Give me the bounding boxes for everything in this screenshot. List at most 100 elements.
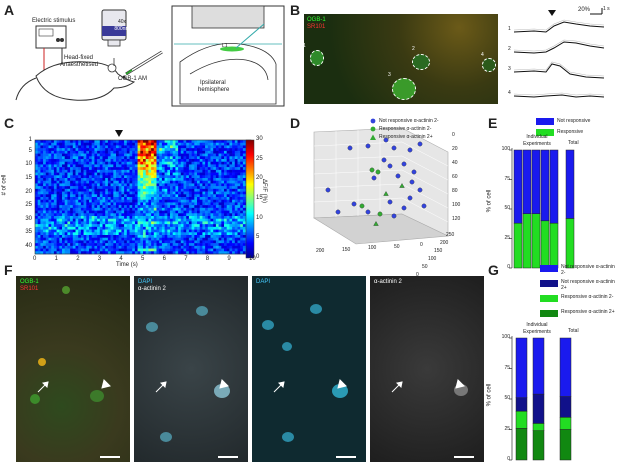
heatmap-cell <box>240 159 244 163</box>
heatmap-cell <box>156 183 160 187</box>
heatmap-cell <box>99 248 103 252</box>
heatmap-cell <box>156 221 160 225</box>
heatmap-cell <box>124 188 128 192</box>
heatmap-cell <box>53 218 57 222</box>
heatmap-cell <box>121 232 125 236</box>
heatmap-cell <box>202 142 206 146</box>
heatmap-cell <box>191 140 195 144</box>
heatmap-cell <box>121 207 125 211</box>
heatmap-cell <box>240 142 244 146</box>
heatmap-cell <box>35 216 38 220</box>
heatmap-cell <box>221 240 225 244</box>
heatmap-cell <box>140 243 144 247</box>
heatmap-cell <box>78 175 82 179</box>
heatmap-cell <box>178 237 182 241</box>
heatmap-cell <box>137 153 141 157</box>
heatmap-cell <box>97 207 101 211</box>
heatmap-cell <box>161 202 165 206</box>
heatmap-cell <box>134 172 138 176</box>
heatmap-cell <box>40 194 44 198</box>
heatmap-cell <box>156 251 160 255</box>
heatmap-cell <box>213 226 217 230</box>
heatmap-cell <box>145 226 149 230</box>
heatmap-cell <box>137 207 141 211</box>
heatmap-cell <box>164 237 168 241</box>
heatmap-cell <box>226 237 230 241</box>
heatmap-cell <box>105 218 109 222</box>
heatmap-cell <box>186 205 190 209</box>
heatmap-cell <box>218 248 222 252</box>
heatmap-cell <box>188 172 192 176</box>
heatmap-cell <box>97 175 101 179</box>
heatmap-cell <box>59 188 63 192</box>
heatmap-cell <box>107 202 111 206</box>
heatmap-cell <box>118 194 122 198</box>
bar-segment <box>549 222 559 269</box>
heatmap-cell <box>40 169 44 173</box>
heatmap-cell <box>53 251 57 255</box>
heatmap-cell <box>129 243 133 247</box>
heatmap-cell <box>91 164 95 168</box>
panel-b-traces <box>513 8 605 98</box>
heatmap-cell <box>126 221 130 225</box>
heatmap-cell <box>86 218 90 222</box>
heatmap-cell <box>48 150 52 154</box>
heatmap-cell <box>97 243 101 247</box>
heatmap-cell <box>148 178 152 182</box>
heatmap-cell <box>191 224 195 228</box>
heatmap-cell <box>197 156 200 160</box>
heatmap-cell <box>75 197 79 201</box>
heatmap-cell <box>83 153 87 157</box>
heatmap-cell <box>213 180 217 184</box>
heatmap-cell <box>237 224 241 228</box>
bar-segment <box>515 337 528 399</box>
heatmap-cell <box>153 178 157 182</box>
heatmap-cell <box>178 175 182 179</box>
heatmap-cell <box>67 199 71 203</box>
heatmap-cell <box>188 210 192 214</box>
heatmap-cell <box>80 172 84 176</box>
heatmap-cell <box>210 159 214 163</box>
heatmap-cell <box>151 140 155 144</box>
heatmap-cell <box>170 172 173 176</box>
heatmap-cell <box>207 232 211 236</box>
heatmap-cell <box>51 213 55 217</box>
heatmap-cell <box>205 224 209 228</box>
heatmap-cell <box>94 169 98 173</box>
heatmap-cell <box>105 197 109 201</box>
heatmap-cell <box>205 237 209 241</box>
heatmap-cell <box>137 178 141 182</box>
heatmap-cell <box>94 216 98 220</box>
heatmap-cell <box>126 205 130 209</box>
heatmap-cell <box>188 229 192 233</box>
heatmap-cell <box>210 251 214 255</box>
heatmap-cell <box>118 218 122 222</box>
heatmap-cell <box>129 216 133 220</box>
heatmap-cell <box>48 183 52 187</box>
heatmap-cell <box>37 240 41 244</box>
heatmap-cell <box>116 148 119 152</box>
heatmap-cell <box>221 235 225 239</box>
heatmap-cell <box>94 226 98 230</box>
heatmap-cell <box>107 245 111 249</box>
heatmap-cell <box>143 205 146 209</box>
heatmap-cell <box>242 216 246 220</box>
cell-4-roi <box>482 58 496 72</box>
heatmap-cell <box>143 243 146 247</box>
heatmap-cell <box>113 245 117 249</box>
heatmap-cell <box>67 205 71 209</box>
heatmap-cell <box>167 221 171 225</box>
heatmap-cell <box>224 245 227 249</box>
heatmap-cell <box>121 142 125 146</box>
heatmap-cell <box>167 229 171 233</box>
heatmap-cell <box>188 207 192 211</box>
heatmap-cell <box>70 240 74 244</box>
heatmap-cell <box>70 175 74 179</box>
heatmap-cell <box>53 140 57 144</box>
heatmap-cell <box>116 150 119 154</box>
heatmap-cell <box>67 145 71 149</box>
heatmap-cell <box>175 243 179 247</box>
heatmap-cell <box>126 148 130 152</box>
heatmap-cell <box>199 210 203 214</box>
z-tick-label: 100 <box>452 202 461 208</box>
